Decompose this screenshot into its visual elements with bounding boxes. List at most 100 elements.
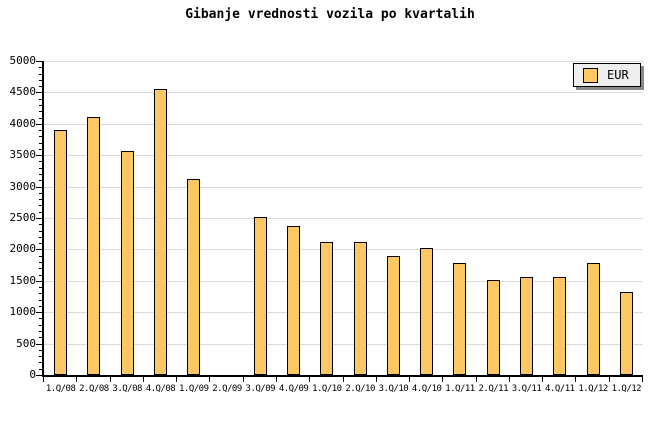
x-axis-label: 1.Q/10 <box>312 384 342 394</box>
y-minor-tick <box>39 236 42 238</box>
x-axis-label: 2.Q/10 <box>345 384 375 394</box>
y-minor-tick <box>39 148 42 150</box>
bar-4.Q/08 <box>153 88 167 375</box>
x-tick <box>275 377 277 382</box>
y-major-tick <box>36 186 42 188</box>
y-minor-tick <box>39 349 42 351</box>
x-axis-label: 4.Q/08 <box>145 384 176 394</box>
gridline <box>44 249 643 251</box>
gridline <box>44 61 643 62</box>
y-minor-tick <box>39 205 42 207</box>
y-minor-tick <box>39 337 42 339</box>
y-axis-label: 5000 <box>9 54 37 67</box>
x-axis-label: 2.Q/09 <box>212 384 242 394</box>
y-minor-tick <box>39 356 42 358</box>
y-minor-tick <box>39 73 42 75</box>
x-axis-label: 1.Q/11 <box>445 384 475 394</box>
y-minor-tick <box>39 305 42 307</box>
y-minor-tick <box>39 287 42 289</box>
legend-swatch-icon <box>583 67 598 83</box>
x-tick <box>176 377 178 382</box>
x-axis-label: 1.Q/08 <box>45 384 76 394</box>
y-major-tick <box>36 155 42 157</box>
y-major-tick <box>36 312 42 314</box>
x-axis-label: 4.Q/09 <box>278 384 309 394</box>
bar-3.Q/11 <box>520 277 534 375</box>
x-tick <box>242 377 244 382</box>
x-tick <box>508 377 510 382</box>
y-minor-tick <box>39 136 42 138</box>
bar-1.Q/10 <box>320 241 334 375</box>
x-tick <box>575 377 577 382</box>
y-major-tick <box>36 343 42 345</box>
bar-2.Q/11 <box>486 280 500 375</box>
y-minor-tick <box>39 299 42 301</box>
x-tick <box>142 377 144 382</box>
y-major-tick <box>36 375 42 376</box>
bar-2.Q/10 <box>353 241 367 375</box>
y-axis-label: 4000 <box>9 116 37 130</box>
y-minor-tick <box>39 86 42 88</box>
bar-1.Q/12 <box>619 292 633 375</box>
y-major-tick <box>36 249 42 251</box>
x-tick <box>342 377 344 382</box>
x-axis-label: 3.Q/10 <box>378 384 409 394</box>
gridline <box>44 92 643 94</box>
y-minor-tick <box>39 368 42 370</box>
bar-3.Q/09 <box>253 217 267 375</box>
y-axis-label: 2500 <box>9 211 37 224</box>
bar-1.Q/12 <box>586 263 600 375</box>
y-minor-tick <box>39 111 42 113</box>
bar-1.Q/11 <box>453 263 467 375</box>
y-minor-tick <box>39 104 42 106</box>
y-axis-label: 3500 <box>9 148 37 162</box>
x-tick <box>608 377 610 382</box>
y-major-tick <box>36 92 42 94</box>
y-minor-tick <box>39 192 42 194</box>
chart-title: Gibanje vrednosti vozila po kvartalih <box>185 7 475 22</box>
y-minor-tick <box>39 324 42 326</box>
x-tick <box>76 377 78 382</box>
y-minor-tick <box>39 67 42 69</box>
y-axis-label: 2000 <box>9 242 37 256</box>
y-minor-tick <box>39 142 42 144</box>
y-minor-tick <box>39 331 42 333</box>
bar-1.Q/08 <box>54 130 68 375</box>
x-axis-label: 1.Q/12 <box>611 384 642 394</box>
y-minor-tick <box>39 243 42 245</box>
x-axis-label: 2.Q/11 <box>478 384 508 394</box>
x-tick <box>209 377 211 382</box>
y-major-tick <box>36 61 42 62</box>
y-minor-tick <box>39 161 42 163</box>
bar-4.Q/10 <box>420 247 434 375</box>
y-minor-tick <box>39 293 42 295</box>
gridline <box>44 343 643 345</box>
y-minor-tick <box>39 362 42 364</box>
y-minor-tick <box>39 318 42 320</box>
y-axis-label: 4500 <box>9 85 37 99</box>
y-major-tick <box>36 218 42 219</box>
bar-1.Q/09 <box>187 179 201 375</box>
x-tick <box>409 377 411 382</box>
x-tick <box>475 377 477 382</box>
bar-3.Q/10 <box>386 255 400 375</box>
y-major-tick <box>36 280 42 282</box>
y-minor-tick <box>39 180 42 182</box>
legend: EUR <box>573 63 641 87</box>
y-major-tick <box>36 123 42 125</box>
y-minor-tick <box>39 261 42 263</box>
y-minor-tick <box>39 79 42 81</box>
gridline <box>44 155 643 157</box>
bar-4.Q/11 <box>553 277 567 375</box>
y-minor-tick <box>39 167 42 169</box>
y-minor-tick <box>39 211 42 213</box>
y-axis-label: 500 <box>16 336 36 350</box>
y-minor-tick <box>39 224 42 226</box>
y-minor-tick <box>39 174 42 176</box>
x-axis-label: 2.Q/08 <box>79 384 109 394</box>
x-axis-label: 3.Q/08 <box>112 384 142 394</box>
y-minor-tick <box>39 268 42 270</box>
x-axis-label: 3.Q/11 <box>511 384 542 394</box>
bar-2.Q/08 <box>87 116 101 375</box>
